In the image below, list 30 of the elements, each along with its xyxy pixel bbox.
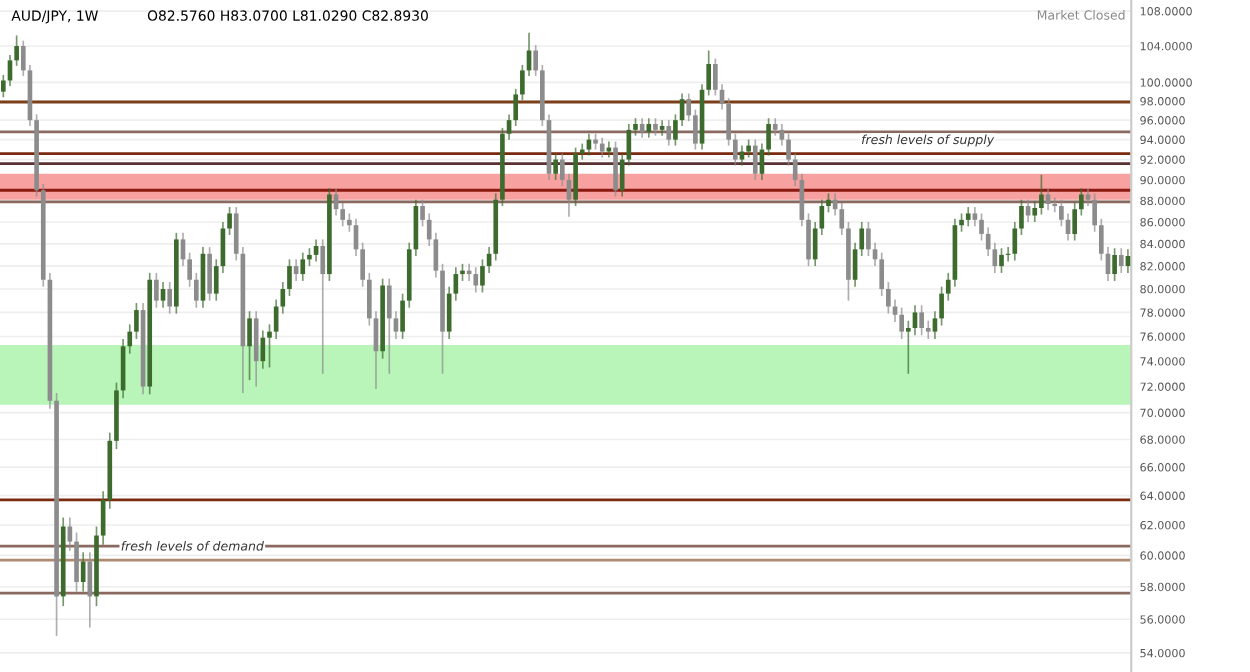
candlestick <box>573 146 578 207</box>
candlestick <box>207 246 212 302</box>
candlestick <box>666 119 672 147</box>
candlestick <box>80 551 86 593</box>
candlestick <box>253 310 259 388</box>
candlestick <box>899 306 904 340</box>
candlestick <box>999 247 1004 274</box>
candlestick <box>1032 200 1038 223</box>
candlestick <box>919 304 924 337</box>
candlestick <box>300 251 306 282</box>
candlestick <box>1045 187 1051 212</box>
candlestick <box>320 238 326 375</box>
candlestick <box>972 206 978 228</box>
candlestick <box>473 266 479 294</box>
candlestick <box>154 272 159 309</box>
candlestick <box>613 140 618 198</box>
candlestick <box>386 277 392 375</box>
candlestick <box>752 138 758 181</box>
candlestick <box>247 310 252 381</box>
candlestick <box>965 206 971 228</box>
candlestick <box>1052 196 1058 214</box>
candlestick <box>553 152 558 181</box>
candlestick <box>167 281 173 315</box>
candlestick <box>1072 201 1078 242</box>
candlestick <box>646 117 652 139</box>
candlestick <box>1118 247 1124 274</box>
candlestick <box>925 319 931 340</box>
candlestick <box>1039 173 1044 216</box>
candlestick <box>599 136 605 159</box>
candlestick <box>1112 247 1117 282</box>
